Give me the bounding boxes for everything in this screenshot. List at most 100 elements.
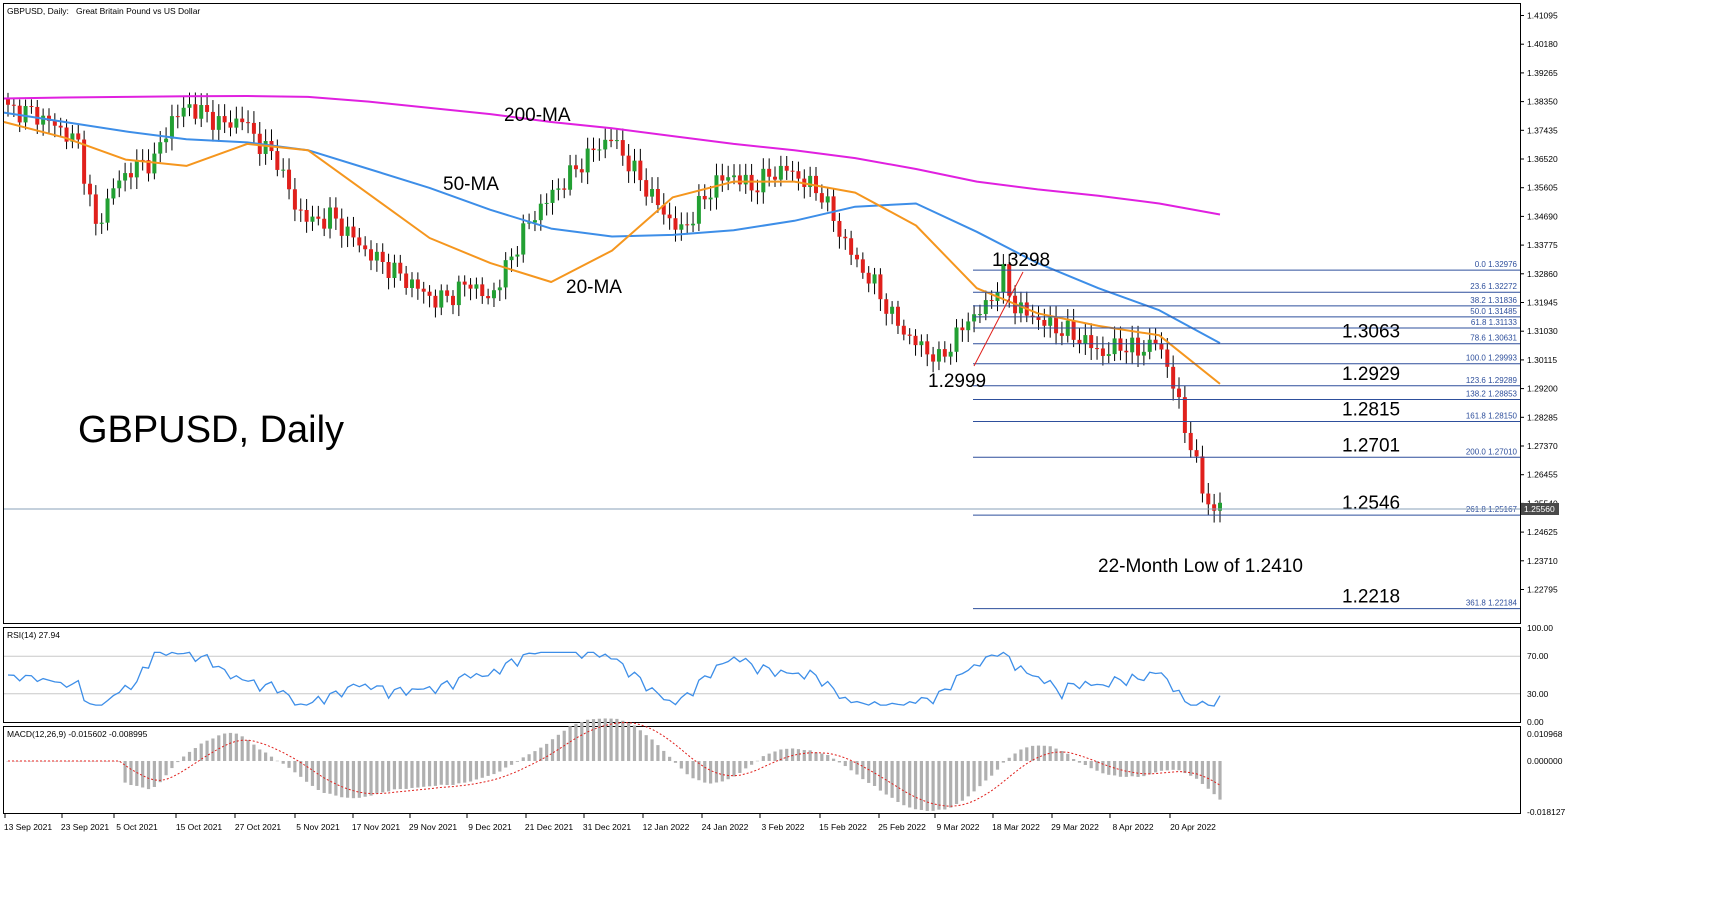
bearish-candle [1124, 350, 1129, 353]
bearish-candle [573, 165, 578, 170]
macd-histogram-bar [732, 761, 736, 777]
bullish-candle [497, 287, 502, 291]
macd-histogram-bar [94, 761, 98, 762]
bullish-candle [527, 222, 532, 224]
macd-histogram-bar [205, 740, 209, 761]
bullish-candle [585, 148, 590, 173]
bullish-candle [439, 290, 444, 308]
date-tick-label: 29 Nov 2021 [409, 822, 457, 832]
bearish-candle [702, 195, 707, 200]
bearish-candle [626, 155, 631, 172]
macd-axis-label: 0.010968 [1527, 729, 1563, 739]
bullish-candle [410, 279, 414, 288]
bearish-candle [480, 284, 485, 297]
bearish-candle [1036, 316, 1041, 320]
macd-histogram-bar [463, 761, 467, 783]
bearish-candle [87, 183, 92, 195]
macd-histogram-bar [1072, 759, 1076, 761]
bearish-candle [773, 176, 778, 180]
macd-histogram-bar [53, 761, 57, 762]
macd-histogram-bar [990, 761, 994, 776]
bearish-candle [913, 335, 918, 346]
bearish-candle [222, 116, 227, 123]
low-22m-label: 22-Month Low of 1.2410 [1098, 556, 1303, 577]
price-tick-label: 1.29200 [1527, 384, 1558, 394]
main-panel [3, 3, 1521, 624]
macd-histogram-bar [767, 753, 771, 761]
macd-histogram-bar [738, 761, 742, 773]
bearish-candle [240, 118, 245, 123]
fib-level-label: 100.0 1.29993 [1466, 354, 1518, 363]
macd-histogram-bar [785, 748, 789, 761]
macd-histogram-bar [310, 761, 315, 786]
bearish-candle [82, 139, 87, 184]
bearish-candle [644, 180, 649, 197]
macd-histogram-bar [867, 761, 871, 783]
bearish-candle [638, 160, 643, 181]
bearish-candle [433, 295, 438, 308]
bearish-candle [579, 169, 584, 173]
fib-level-callout: 1.2815 [1342, 400, 1400, 421]
macd-histogram-bar [814, 752, 818, 761]
bullish-candle [1130, 337, 1135, 353]
moving-averages [3, 95, 1221, 385]
macd-histogram-bar [398, 761, 402, 790]
bearish-candle [93, 194, 98, 224]
bullish-candle [544, 202, 549, 204]
price-tick-label: 1.38350 [1527, 97, 1558, 107]
macd-histogram-bar [1089, 761, 1093, 769]
bullish-candle [977, 314, 982, 316]
macd-histogram-bar [1007, 757, 1011, 761]
macd-histogram-bar [960, 761, 964, 801]
bullish-candle [521, 223, 526, 255]
bullish-candle [216, 116, 221, 130]
bearish-candle [322, 218, 327, 229]
bearish-candle [755, 190, 760, 193]
bearish-candle [1100, 348, 1105, 356]
date-tick-label: 25 Feb 2022 [878, 822, 926, 832]
macd-histogram-bar [1177, 761, 1181, 771]
macd-histogram-bar [123, 761, 127, 783]
macd-histogram-bar [1077, 761, 1082, 763]
macd-histogram-bar [937, 761, 941, 810]
macd-label: MACD(12,26,9) -0.015602 -0.008995 [7, 729, 148, 739]
macd-histogram-bar [281, 761, 285, 764]
fib-level-label: 361.8 1.22184 [1466, 599, 1518, 608]
date-tick-label: 9 Mar 2022 [937, 822, 980, 832]
macd-histogram-bar [1171, 761, 1175, 770]
price-tick-label: 1.32860 [1527, 269, 1558, 279]
bearish-candle [720, 175, 725, 181]
bearish-candle [591, 148, 596, 151]
rsi-axis-label: 0.00 [1527, 717, 1544, 727]
fib-level-callout: 1.2701 [1342, 435, 1400, 456]
bearish-candle [246, 122, 251, 124]
bullish-candle [23, 106, 28, 123]
macd-histogram-bar [293, 761, 297, 773]
bearish-candle [287, 169, 292, 190]
bearish-candle [1171, 366, 1176, 389]
bearish-candle [1159, 343, 1164, 350]
macd-histogram-bar [1013, 753, 1017, 761]
macd-histogram-bar [1189, 761, 1193, 776]
bearish-candle [854, 254, 859, 260]
fib-level-label: 200.0 1.27010 [1466, 447, 1518, 456]
macd-histogram-bar [158, 761, 162, 783]
date-tick-label: 29 Mar 2022 [1051, 822, 1099, 832]
date-tick-label: 18 Mar 2022 [992, 822, 1040, 832]
candlesticks [6, 92, 1222, 523]
macd-histogram-bar [913, 761, 918, 810]
bearish-candle [369, 249, 374, 261]
bullish-candle [281, 169, 286, 171]
bullish-candle [1001, 264, 1006, 293]
fib-level-callout: 1.2218 [1342, 587, 1400, 608]
ma20-label: 20-MA [566, 277, 622, 298]
bearish-candle [1059, 333, 1064, 336]
macd-histogram-bar [580, 721, 584, 761]
macd-histogram-bar [240, 736, 244, 761]
fib-level-label: 138.2 1.28853 [1466, 389, 1518, 398]
date-tick-label: 13 Sep 2021 [4, 822, 52, 832]
swing-line [973, 271, 1024, 367]
macd-histogram-bar [896, 761, 900, 802]
bearish-candle [58, 125, 63, 128]
bearish-candle [620, 140, 625, 156]
